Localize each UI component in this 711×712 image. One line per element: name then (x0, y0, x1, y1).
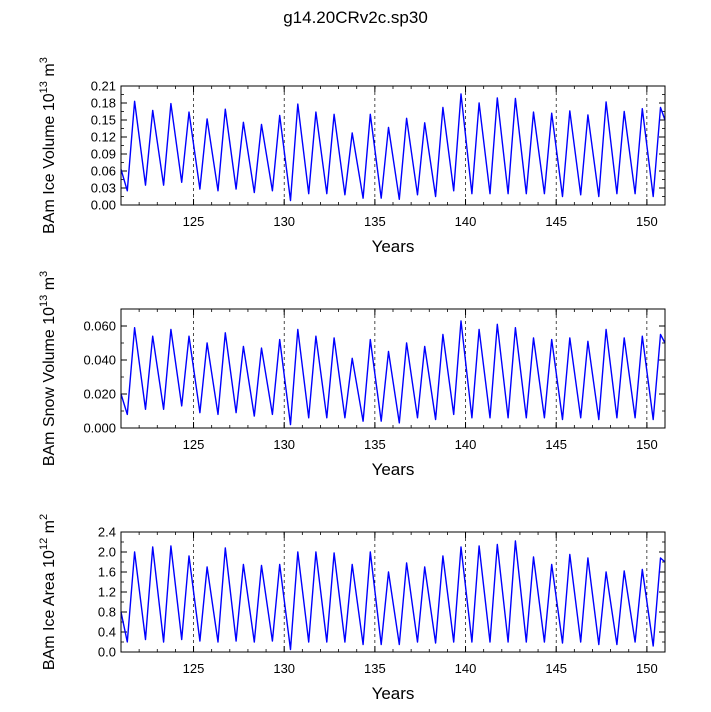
x-tick-label: 125 (183, 437, 205, 452)
y-tick-label: 0.12 (91, 130, 116, 145)
x-tick-label: 125 (183, 661, 205, 676)
y-axis-label: BAm Snow Volume 1013 m3 (38, 271, 58, 466)
y-tick-label: 0.21 (91, 79, 116, 94)
series-line (120, 93, 666, 202)
series-line (120, 320, 666, 426)
y-axis-label: BAm Ice Volume 1013 m3 (38, 57, 58, 234)
x-tick-label: 135 (364, 437, 386, 452)
y-tick-label: 2.0 (98, 545, 116, 560)
x-tick-label: 130 (273, 214, 295, 229)
x-axis-label: Years (372, 460, 415, 479)
x-tick-label: 140 (455, 437, 477, 452)
plot-frame (120, 308, 666, 429)
y-tick-label: 0.8 (98, 605, 116, 620)
x-axis-label: Years (372, 684, 415, 703)
x-tick-label: 145 (545, 214, 567, 229)
y-tick-label: 0.09 (91, 147, 116, 162)
x-tick-label: 140 (455, 661, 477, 676)
x-tick-label: 140 (455, 214, 477, 229)
x-tick-label: 145 (545, 661, 567, 676)
y-tick-label: 1.2 (98, 585, 116, 600)
chart-panel-2: 125 130 135 140 145 150 0.000 0.020 0.040 0.060 Ye… (38, 271, 666, 479)
x-tick-label: 125 (183, 214, 205, 229)
plot-frame (120, 85, 666, 206)
y-tick-label: 0.15 (91, 113, 116, 128)
y-tick-label: 0.03 (91, 181, 116, 196)
x-tick-label: 150 (636, 437, 658, 452)
x-tick-label: 130 (273, 437, 295, 452)
y-tick-label: 0.060 (83, 319, 116, 334)
x-tick-label: 135 (364, 214, 386, 229)
y-tick-label: 1.6 (98, 565, 116, 580)
y-tick-label: 0.06 (91, 164, 116, 179)
x-tick-label: 145 (545, 437, 567, 452)
y-tick-label: 0.000 (83, 421, 116, 436)
y-tick-label: 0.0 (98, 645, 116, 660)
plot-frame (120, 531, 666, 653)
chart-panel-3: 125 130 135 140 145 150 0.0 0.4 0.8 1.2 1.6 2.0 2.4 Y… (38, 514, 666, 703)
x-tick-label: 150 (636, 661, 658, 676)
y-tick-label: 0.00 (91, 198, 116, 213)
y-axis-label: BAm Ice Area 1012 m2 (38, 514, 58, 670)
y-tick-label: 0.020 (83, 387, 116, 402)
y-tick-label: 0.4 (98, 625, 116, 640)
x-tick-label: 150 (636, 214, 658, 229)
y-tick-label: 0.18 (91, 96, 116, 111)
x-tick-label: 135 (364, 661, 386, 676)
page-title: g14.20CRv2c.sp30 (283, 8, 428, 27)
y-tick-label: 2.4 (98, 525, 116, 540)
y-tick-label: 0.040 (83, 353, 116, 368)
series-line (120, 540, 666, 651)
x-tick-label: 130 (273, 661, 295, 676)
x-axis-label: Years (372, 237, 415, 256)
chart-panel-1: 125 130 135 140 145 150 0.00 0.03 0.06 0.09 0.12 0.… (38, 57, 666, 256)
